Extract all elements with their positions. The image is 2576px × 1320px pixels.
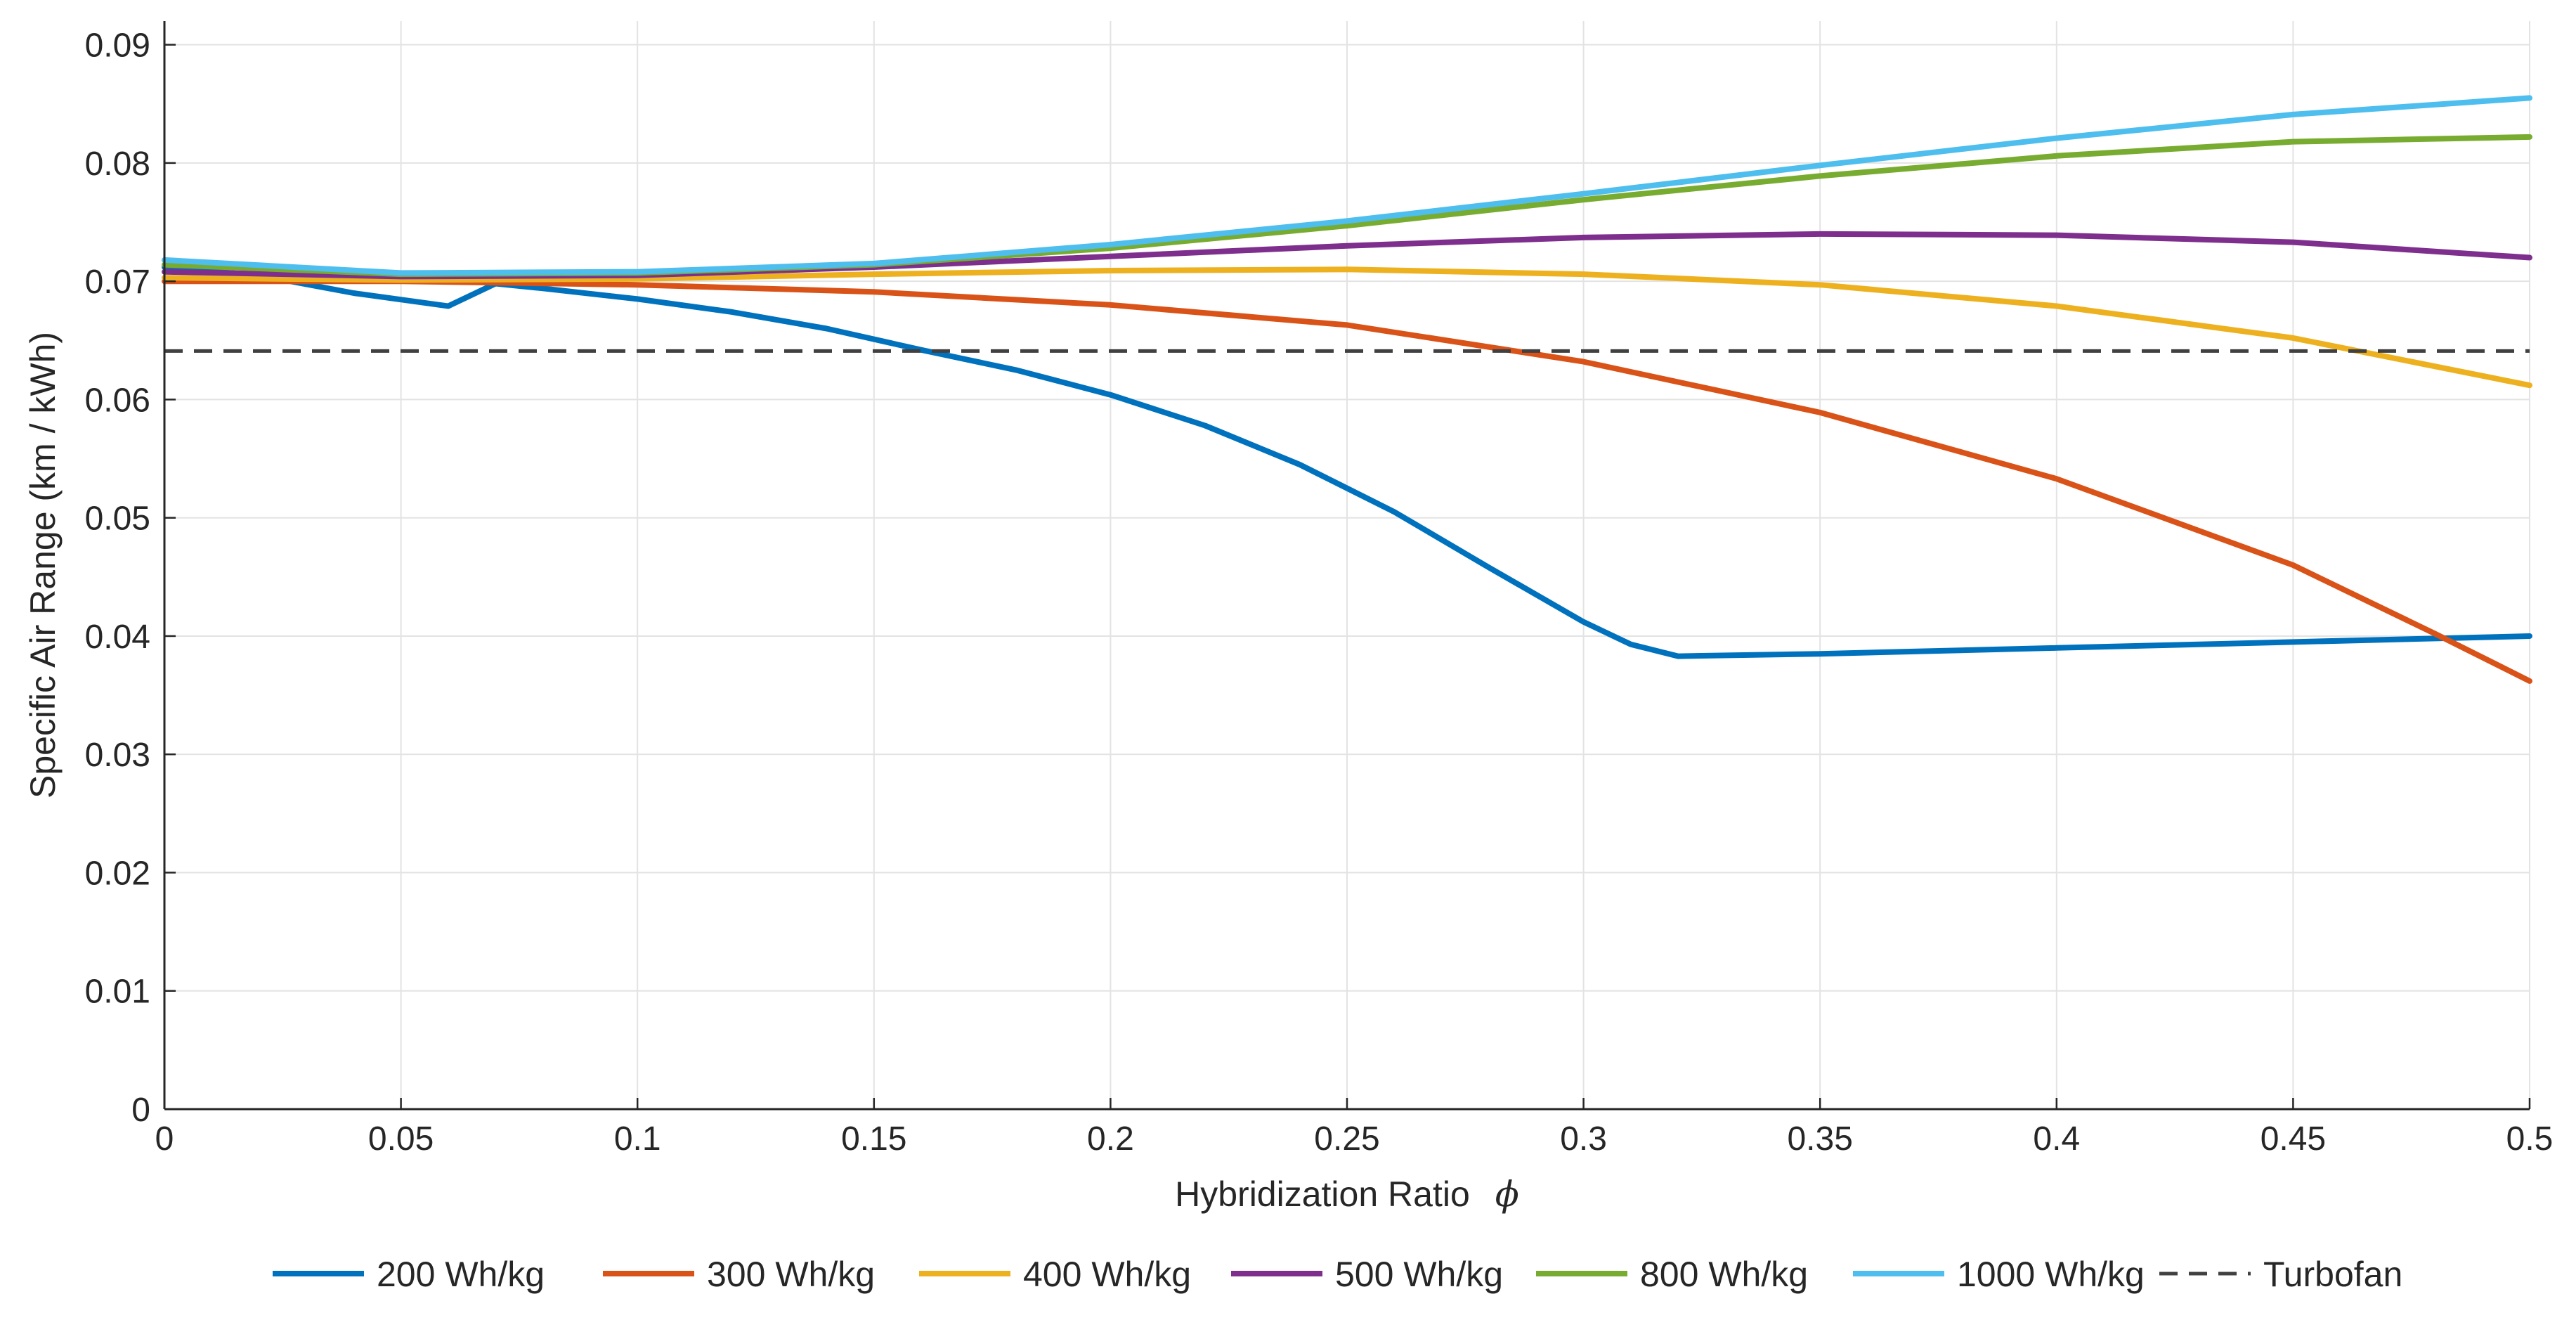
series-layer [162,95,2532,684]
y-tick-label: 0.06 [85,382,150,419]
x-tick-label: 0.35 [1787,1120,1852,1158]
y-tick-label: 0 [131,1092,150,1129]
x-axis-symbol: ϕ [1495,1174,1519,1215]
x-tick-label: 0.1 [614,1120,661,1158]
legend-label-300-wh-kg: 300 Wh/kg [707,1255,875,1294]
legend-label-400-wh-kg: 400 Wh/kg [1023,1255,1191,1294]
x-tick-label: 0 [155,1120,174,1158]
y-tick-label: 0.05 [85,500,150,538]
series-line-200-wh-kg [162,264,2532,659]
x-tick-label: 0.25 [1314,1120,1379,1158]
x-tick-label: 0.3 [1560,1120,1607,1158]
x-axis-title: Hybridization Ratio ϕ [1175,1174,1519,1215]
x-tick-label: 0.5 [2506,1120,2554,1158]
y-tick-label: 0.03 [85,737,150,774]
x-ticks: 0 0.05 0.1 0.15 0.2 0.25 0.3 0.35 0.4 0.45 0.5 [155,1098,2554,1158]
x-tick-label: 0.4 [2033,1120,2080,1158]
y-tick-label: 0.09 [85,27,150,65]
legend-label-800-wh-kg: 800 Wh/kg [1640,1255,1808,1294]
y-tick-label: 0.01 [85,973,150,1011]
y-ticks: 0 0.01 0.02 0.03 0.04 0.05 0.06 0.07 0.08 0.09 [85,27,176,1129]
y-tick-label: 0.08 [85,145,150,183]
legend-label-1000-wh-kg: 1000 Wh/kg [1957,1255,2145,1294]
y-tick-label: 0.07 [85,264,150,301]
series-line-400-wh-kg [162,266,2532,389]
legend-label-turbofan: Turbofan [2263,1255,2402,1294]
series-line-300-wh-kg [162,278,2532,684]
grid [164,21,2530,1109]
x-tick-label: 0.15 [841,1120,906,1158]
x-tick-label: 0.2 [1087,1120,1134,1158]
legend-label-200-wh-kg: 200 Wh/kg [377,1255,545,1294]
y-tick-label: 0.02 [85,855,150,892]
x-tick-label: 0.45 [2260,1120,2326,1158]
legend-label-500-wh-kg: 500 Wh/kg [1335,1255,1503,1294]
x-axis-title-text: Hybridization Ratio [1175,1175,1470,1214]
y-tick-label: 0.04 [85,619,150,656]
x-tick-label: 0.05 [368,1120,434,1158]
legend: 200 Wh/kg 300 Wh/kg 400 Wh/kg 500 Wh/kg 800 … [273,1255,2402,1294]
series-line-1000-wh-kg [162,95,2532,276]
y-axis-title: Specific Air Range (km / kWh) [23,332,63,798]
